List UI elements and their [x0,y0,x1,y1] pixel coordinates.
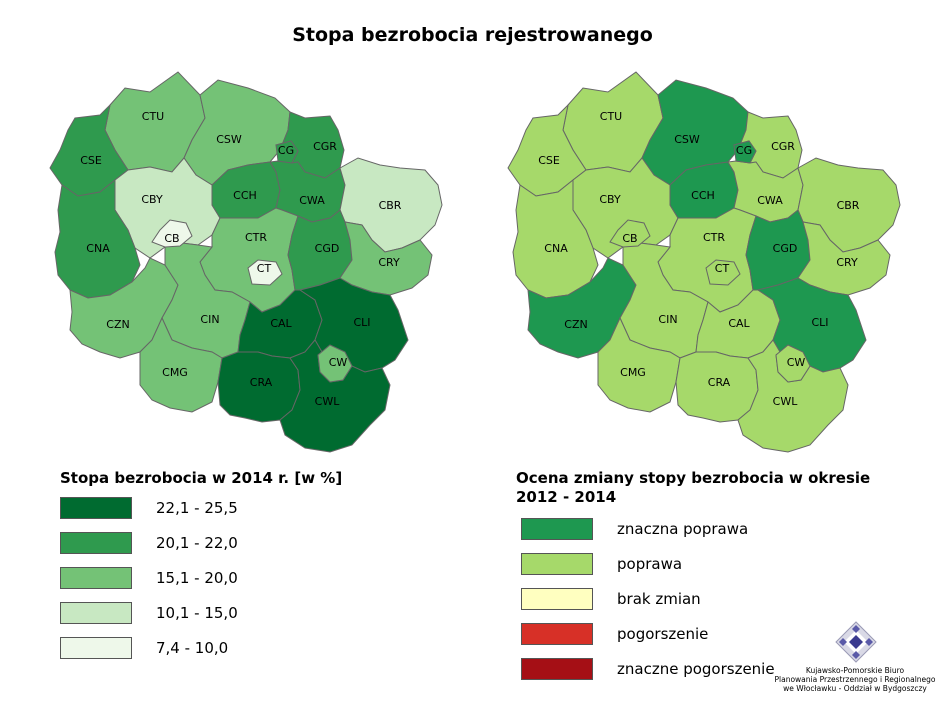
map-right-label-csw: CSW [674,133,700,146]
map-right-label-cse: CSE [538,154,560,167]
right-legend-swatch [521,553,593,575]
map-right-label-cw: CW [787,356,806,369]
logo-line-3: we Włocławku - Oddział w Bydgoszczy [783,684,927,693]
map-right-label-cby: CBY [599,193,621,206]
map-right-label-cwl: CWL [773,395,799,408]
logo-text: Kujawsko-Pomorskie Biuro Planowania Prze… [770,666,940,693]
map-right-label-cli: CLI [811,316,828,329]
map-right-region-cb [609,219,651,248]
map-right-label-czn: CZN [564,318,587,331]
map-left-label-cli: CLI [353,316,370,329]
map-right-label-ctu: CTU [600,110,622,123]
right-legend-label: poprawa [617,555,683,573]
map-left-label-cb: CB [164,232,179,245]
map-right-label-ct: CT [715,262,730,275]
right-legend-swatch [521,588,593,610]
map-right-label-cgd: CGD [773,242,798,255]
logo-emblem-icon [835,621,877,663]
logo-line-2: Planowania Przestrzennego i Regionalnego [774,675,936,684]
right-legend-label: znaczna poprawa [617,520,749,538]
map-right-label-cg: CG [736,144,752,157]
map-left-label-cna: CNA [86,242,110,255]
map-title: Stopa bezrobocia rejestrowanego [292,24,653,46]
left-legend-label: 20,1 - 22,0 [156,534,238,552]
right-legend-label: znaczne pogorszenie [617,660,775,678]
right-legend-label: pogorszenie [617,625,709,643]
map-right-label-cwa: CWA [757,194,783,207]
left-legend-label: 10,1 - 15,0 [156,604,238,622]
map-left-region-cmg [139,316,223,413]
right-legend-label: brak zmian [617,590,701,608]
right-legend-swatch [521,658,593,680]
map-right: CTU CSE CSW CG CGR CBY CB CCH CWA CBR CNA CTR CT CGD C… [507,71,901,453]
map-left-region-cw [317,344,353,383]
institution-logo: Kujawsko-Pomorskie Biuro Planowania Prze… [770,620,940,702]
map-left-label-cg: CG [278,144,294,157]
map-right-label-cna: CNA [544,242,568,255]
map-left-region-cry [339,221,433,296]
map-left-label-ctr: CTR [245,231,267,244]
map-left-region-cb [151,219,193,248]
map-left-label-cw: CW [329,356,348,369]
map-right-label-cra: CRA [708,376,731,389]
map-left-label-cmg: CMG [162,366,188,379]
map-left-label-cgd: CGD [315,242,340,255]
map-left-label-cra: CRA [250,376,273,389]
map-right-label-cin: CIN [658,313,677,326]
map-left-region-ct [247,259,283,286]
map-left-region-cg [275,140,299,164]
left-legend-swatch [60,637,132,659]
map-right-label-cgr: CGR [771,140,795,153]
map-right-label-cb: CB [622,232,637,245]
left-legend-swatch [60,497,132,519]
map-left-label-cwl: CWL [315,395,341,408]
legend-left-title: Stopa bezrobocia w 2014 r. [w %] [60,469,343,487]
left-legend-label: 22,1 - 25,5 [156,499,238,517]
map-right-region-cw [775,344,811,383]
map-right-region-cg [733,140,757,164]
left-legend-label: 7,4 - 10,0 [156,639,229,657]
map-left-label-cse: CSE [80,154,102,167]
left-legend-swatch [60,532,132,554]
map-left-label-cry: CRY [378,256,400,269]
map-right-label-cbr: CBR [837,199,860,212]
map-right-label-ctr: CTR [703,231,725,244]
choropleth-maps: CTU CSE CSW CG CGR CBY CB CCH CWA CBR CNA CTR CT CGD C… [49,71,901,453]
map-left-label-cal: CAL [270,317,292,330]
left-legend-swatch [60,567,132,589]
legend-right-title: Ocena zmiany stopy bezrobocia w okresie … [516,469,871,506]
right-legend-swatch [521,518,593,540]
map-left-label-cch: CCH [233,189,257,202]
map-left-label-cgr: CGR [313,140,337,153]
map-right-label-cry: CRY [836,256,858,269]
map-left-label-ct: CT [257,262,272,275]
map-right-label-cch: CCH [691,189,715,202]
map-left-label-czn: CZN [106,318,129,331]
map-left-label-csw: CSW [216,133,242,146]
map-left-label-cin: CIN [200,313,219,326]
map-left-label-cbr: CBR [379,199,402,212]
right-legend-swatch [521,623,593,645]
map-right-region-cry [797,221,891,296]
left-legend-swatch [60,602,132,624]
map-right-region-ct [705,259,741,286]
map-right-label-cmg: CMG [620,366,646,379]
map-left-label-ctu: CTU [142,110,164,123]
map-right-label-cal: CAL [728,317,750,330]
map-right-region-cmg [597,316,681,413]
logo-line-1: Kujawsko-Pomorskie Biuro [805,666,905,675]
map-left: CTU CSE CSW CG CGR CBY CB CCH CWA CBR CNA CTR CT CGD C… [49,71,443,453]
map-left-label-cby: CBY [141,193,163,206]
left-legend-label: 15,1 - 20,0 [156,569,238,587]
map-left-label-cwa: CWA [299,194,325,207]
